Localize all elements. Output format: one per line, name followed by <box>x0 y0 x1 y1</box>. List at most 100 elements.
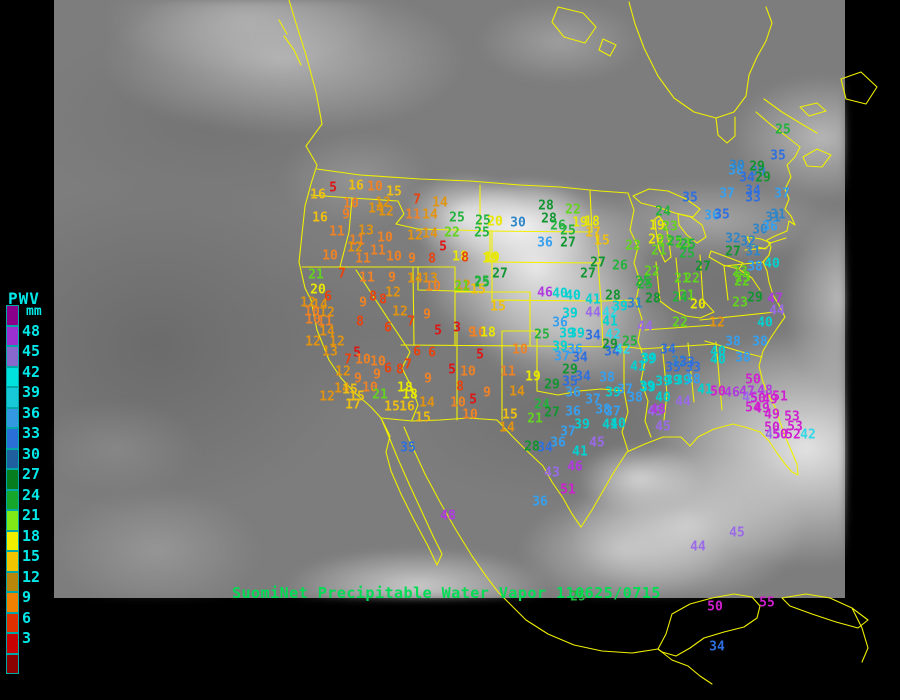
station-value: 36 <box>565 385 581 401</box>
station-value: 18 <box>452 249 468 265</box>
station-value: 14 <box>312 297 328 313</box>
legend-swatch <box>6 469 19 490</box>
station-value: 44 <box>769 303 785 319</box>
station-value: 12 <box>709 315 725 331</box>
station-value: 34 <box>745 183 761 199</box>
station-value: 12 <box>335 364 351 380</box>
station-value: 39 <box>640 352 656 368</box>
station-value: 10 <box>386 249 402 265</box>
station-value: 15 <box>470 282 486 298</box>
station-value: 26 <box>612 258 628 274</box>
station-value: 16 <box>312 210 328 226</box>
station-value: 8 <box>456 379 464 395</box>
station-value: 29 <box>544 377 560 393</box>
station-value: 40 <box>552 286 568 302</box>
station-value: 21 <box>679 288 695 304</box>
station-value: 47 <box>739 384 755 400</box>
station-value: 12 <box>392 304 408 320</box>
great-lakes <box>632 188 772 270</box>
station-value: 30 <box>510 215 526 231</box>
station-value: 31 <box>770 207 786 223</box>
legend-swatch <box>6 346 19 367</box>
station-value: 44 <box>637 319 653 335</box>
station-value: 11 <box>329 224 345 240</box>
station-value: 45 <box>729 525 745 541</box>
station-value: 33 <box>745 190 761 206</box>
station-value: 23 <box>732 264 748 280</box>
station-value: 39 <box>562 306 578 322</box>
legend-label: 9 <box>22 588 32 606</box>
station-value: 24 <box>672 290 688 306</box>
station-value: 14 <box>509 384 525 400</box>
station-value: 16 <box>399 399 415 415</box>
station-value: 21 <box>651 243 667 259</box>
station-value: 41 <box>602 417 618 433</box>
station-value: 25 <box>534 327 550 343</box>
station-value: 28 <box>645 291 661 307</box>
east-coastline <box>758 146 801 410</box>
station-value: 40 <box>710 344 726 360</box>
station-value: 8 <box>428 251 436 267</box>
station-value: 16 <box>310 187 326 203</box>
station-value: 22 <box>672 315 688 331</box>
station-value: 7 <box>413 192 421 208</box>
station-value: 14 <box>319 324 335 340</box>
station-value: 10 <box>470 325 486 341</box>
station-value: 17 <box>585 225 601 241</box>
legend-swatch <box>6 612 19 633</box>
station-value: 36 <box>550 435 566 451</box>
station-value: 39 <box>639 379 655 395</box>
station-value: 9 <box>424 371 432 387</box>
legend-label: 33 <box>22 424 41 442</box>
station-value: 12 <box>319 389 335 405</box>
station-value: 20 <box>487 214 503 230</box>
station-value: 40 <box>565 288 581 304</box>
station-value: 10 <box>343 196 359 212</box>
yucatan-coastline <box>657 593 761 657</box>
station-value: 39 <box>574 417 590 433</box>
station-value: 27 <box>580 266 596 282</box>
station-value: 27 <box>560 235 576 251</box>
legend-title: PWV <box>8 289 40 308</box>
station-value: 14 <box>432 195 448 211</box>
legend-swatch <box>6 653 19 674</box>
station-value: 36 <box>565 404 581 420</box>
station-value: 12 <box>305 334 321 350</box>
st-lawrence <box>755 98 818 148</box>
station-value: 35 <box>562 374 578 390</box>
station-value: 25 <box>679 246 695 262</box>
cuba-coastline <box>781 593 869 663</box>
station-value: 55 <box>759 595 775 611</box>
us-mexico-border <box>380 417 582 528</box>
station-value: 38 <box>735 350 751 366</box>
station-value: 49 <box>764 407 780 423</box>
station-value: 20 <box>310 282 326 298</box>
legend-swatch <box>6 407 19 428</box>
station-value: 19 <box>525 369 541 385</box>
station-value: 25 <box>449 210 465 226</box>
station-value: 12 <box>300 295 316 311</box>
station-value: 33 <box>679 355 695 371</box>
bc-islands <box>278 19 302 66</box>
station-value: 7 <box>338 266 346 282</box>
station-value: 49 <box>762 392 778 408</box>
station-value: 43 <box>544 465 560 481</box>
station-value: 26 <box>550 218 566 234</box>
legend-swatch <box>6 571 19 592</box>
station-value: 31 <box>765 210 781 226</box>
station-value: 18 <box>402 387 418 403</box>
station-value: 30 <box>729 158 745 174</box>
station-value: 12 <box>407 228 423 244</box>
satellite-image <box>54 0 845 598</box>
station-value: 36 <box>532 494 548 510</box>
station-value: 21 <box>372 387 388 403</box>
station-value: 9 <box>359 295 367 311</box>
station-value: 10 <box>450 395 466 411</box>
coastlines <box>278 0 878 685</box>
station-value: 45 <box>742 390 758 406</box>
station-value: 10 <box>355 352 371 368</box>
station-value: 6 <box>384 320 392 336</box>
station-value: 10 <box>377 230 393 246</box>
station-value: 37 <box>560 424 576 440</box>
